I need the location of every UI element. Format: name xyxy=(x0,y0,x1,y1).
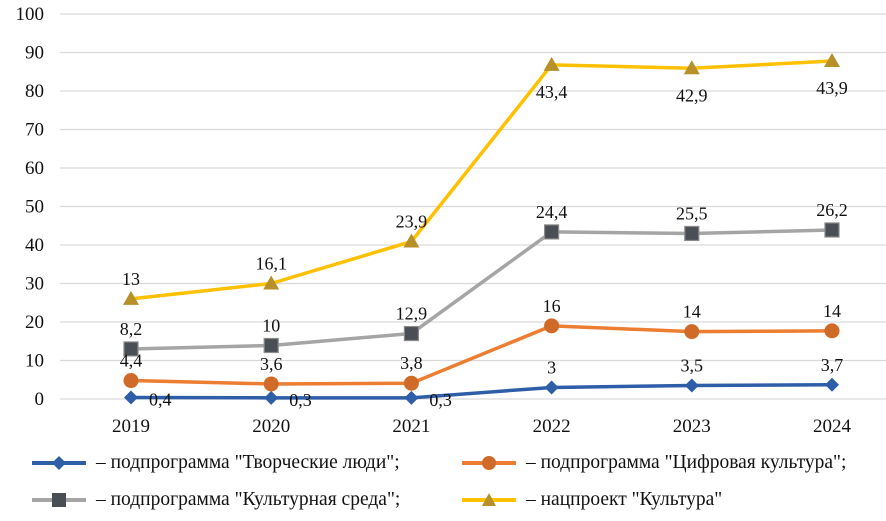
data-label: 3,8 xyxy=(400,353,423,373)
legend-item-creative-people: – подпрограмма "Творческие люди"; xyxy=(30,452,400,474)
x-tick-label: 2021 xyxy=(392,416,430,437)
data-label: 10 xyxy=(262,315,280,335)
x-tick-label: 2024 xyxy=(813,416,852,437)
diamond-line-icon xyxy=(32,456,86,470)
data-label: 4,4 xyxy=(120,351,143,371)
triangle-marker xyxy=(543,56,560,71)
triangle-marker xyxy=(123,290,139,305)
y-tick-label: 20 xyxy=(25,312,44,333)
data-label: 3,6 xyxy=(260,354,283,374)
x-axis-ticks: 2019 2020 2021 2022 2023 2024 xyxy=(112,416,852,437)
data-label: 3,5 xyxy=(681,356,704,376)
square-marker xyxy=(543,224,560,240)
data-label: 0,4 xyxy=(149,389,172,409)
data-label: 14 xyxy=(683,302,701,322)
series-1 xyxy=(123,318,840,392)
circle-line-icon xyxy=(462,456,516,470)
series-3 xyxy=(123,52,840,305)
gridlines xyxy=(60,13,886,400)
circle-marker xyxy=(263,376,279,392)
diamond-marker xyxy=(404,390,419,405)
x-tick-label: 2022 xyxy=(533,416,571,437)
data-label: 12,9 xyxy=(396,304,428,324)
legend-label: нацпроект "Культура" xyxy=(540,489,723,510)
legend-row-2b: – нацпроект "Культура" xyxy=(460,489,722,511)
legend-dash: – xyxy=(526,489,536,510)
data-label: 0,3 xyxy=(429,390,452,410)
x-tick-label: 2019 xyxy=(112,416,150,437)
legend-label: подпрограмма "Творческие люди"; xyxy=(110,452,400,473)
series-0 xyxy=(124,377,839,405)
y-tick-label: 0 xyxy=(35,389,45,410)
y-tick-label: 30 xyxy=(25,274,44,295)
square-marker xyxy=(403,325,419,342)
y-tick-label: 80 xyxy=(25,81,44,102)
diamond-marker xyxy=(124,390,138,405)
series-line xyxy=(130,59,833,301)
circle-marker xyxy=(684,324,700,340)
data-label: 23,9 xyxy=(396,212,428,232)
data-label: 3 xyxy=(547,357,556,377)
data-label: 43,4 xyxy=(536,82,568,102)
diamond-marker xyxy=(264,390,279,405)
data-label: 8,2 xyxy=(120,319,143,339)
y-tick-label: 100 xyxy=(16,4,45,25)
series-2 xyxy=(123,222,840,357)
circle-marker xyxy=(123,373,139,389)
data-label: 16,1 xyxy=(255,254,287,274)
triangle-line-icon xyxy=(462,493,516,506)
legend-dash: – xyxy=(526,452,536,473)
data-label: 26,2 xyxy=(816,200,848,220)
square-marker xyxy=(123,341,139,357)
legend-dash: – xyxy=(96,452,106,473)
legend-row-2: – подпрограмма "Культурная среда"; xyxy=(30,489,400,511)
square-line-icon xyxy=(32,493,86,507)
legend-row-1b: – подпрограмма "Цифровая культура"; xyxy=(460,452,846,474)
x-tick-label: 2020 xyxy=(252,416,290,437)
legend-label: подпрограмма "Культурная среда"; xyxy=(110,489,401,510)
legend-item-national-project: – нацпроект "Культура" xyxy=(460,489,722,511)
y-tick-label: 10 xyxy=(25,351,44,372)
triangle-marker xyxy=(263,275,280,290)
triangle-marker xyxy=(683,60,700,75)
square-marker xyxy=(824,222,840,238)
legend-item-digital-culture: – подпрограмма "Цифровая культура"; xyxy=(460,452,846,474)
data-label: 43,9 xyxy=(816,78,848,98)
y-tick-label: 90 xyxy=(25,43,44,64)
data-label: 13 xyxy=(122,269,140,289)
legend-row-1: – подпрограмма "Творческие люди"; xyxy=(30,452,400,474)
circle-marker xyxy=(403,375,419,391)
diamond-marker xyxy=(825,377,839,392)
series-line xyxy=(130,228,833,351)
data-labels: 0,4 0,3 0,3 3 3,5 3,7 4,4 3,6 3,8 16 14 14 8,2 10 12,9… xyxy=(120,78,848,410)
data-label: 42,9 xyxy=(676,85,708,105)
triangle-marker xyxy=(824,52,840,67)
data-label: 16 xyxy=(543,296,561,316)
triangle-marker xyxy=(403,233,420,248)
square-marker xyxy=(263,337,279,354)
legend-item-cultural-environment: – подпрограмма "Культурная среда"; xyxy=(30,489,400,511)
y-axis-ticks: 0 10 20 30 40 50 60 70 80 90 100 xyxy=(16,4,45,410)
y-tick-label: 50 xyxy=(25,197,44,218)
series-line xyxy=(130,324,833,386)
square-marker xyxy=(684,225,700,242)
data-label: 14 xyxy=(823,301,841,321)
data-label: 0,3 xyxy=(289,390,312,410)
circle-marker xyxy=(544,318,560,334)
data-label: 25,5 xyxy=(676,203,708,223)
data-label: 24,4 xyxy=(536,202,568,222)
legend-label: подпрограмма "Цифровая культура"; xyxy=(540,452,847,473)
y-tick-label: 40 xyxy=(25,235,44,256)
series-line xyxy=(130,383,833,400)
legend-dash: – xyxy=(96,489,106,510)
y-tick-label: 60 xyxy=(25,158,44,179)
circle-marker xyxy=(824,323,840,339)
series-group xyxy=(123,52,840,405)
diamond-marker xyxy=(544,380,559,395)
data-label: 3,7 xyxy=(821,355,844,375)
y-tick-label: 70 xyxy=(25,120,44,141)
diamond-marker xyxy=(684,378,699,393)
x-tick-label: 2023 xyxy=(673,416,711,437)
